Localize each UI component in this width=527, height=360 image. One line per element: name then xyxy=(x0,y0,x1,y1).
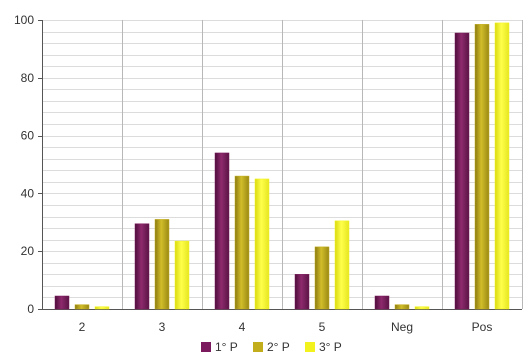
x-tick-label: 4 xyxy=(239,320,246,334)
bar-3-series-3 xyxy=(174,240,190,310)
y-tick-label: 80 xyxy=(21,71,35,85)
y-tick-label: 60 xyxy=(21,129,35,143)
legend-swatch xyxy=(305,342,315,352)
bar-2-series-3 xyxy=(94,306,110,310)
x-tick-label: 2 xyxy=(79,320,86,334)
bar-Pos-series-1 xyxy=(454,32,470,310)
bar-3-series-2 xyxy=(154,219,170,310)
legend-swatch xyxy=(201,342,211,352)
bar-5-series-1 xyxy=(294,274,310,310)
legend: 1° P 2° P 3° P xyxy=(201,340,342,354)
legend-swatch xyxy=(253,342,263,352)
y-tick-label: 20 xyxy=(21,244,35,258)
bar-Pos-series-3 xyxy=(494,22,510,310)
legend-label: 2° P xyxy=(267,340,290,354)
y-tick-label: 40 xyxy=(21,186,35,200)
bar-Neg-series-1 xyxy=(374,295,390,310)
x-tick-label: 5 xyxy=(319,320,326,334)
x-tick-label: 3 xyxy=(159,320,166,334)
x-tick-label: Neg xyxy=(391,320,413,334)
legend-label: 3° P xyxy=(319,340,342,354)
bar-Neg-series-2 xyxy=(394,304,410,310)
grid-lines xyxy=(42,20,523,310)
bar-5-series-2 xyxy=(314,246,330,310)
y-tick-label: 0 xyxy=(27,302,34,316)
y-tick-labels: 0 20 40 60 80 100 xyxy=(14,13,34,316)
bars xyxy=(54,22,510,310)
bar-Neg-series-3 xyxy=(414,306,430,310)
bar-3-series-1 xyxy=(134,223,150,310)
bar-5-series-3 xyxy=(334,220,350,310)
bar-2-series-1 xyxy=(54,295,70,310)
bar-4-series-2 xyxy=(234,175,250,310)
y-tick-label: 100 xyxy=(14,13,34,27)
x-tick-labels: 2 3 4 5 Neg Pos xyxy=(79,320,493,334)
axes xyxy=(38,20,522,310)
x-tick-label: Pos xyxy=(472,320,493,334)
bar-2-series-2 xyxy=(74,304,90,310)
legend-label: 1° P xyxy=(215,340,238,354)
bar-4-series-3 xyxy=(254,178,270,310)
bar-4-series-1 xyxy=(214,152,230,310)
bar-Pos-series-2 xyxy=(474,24,490,310)
